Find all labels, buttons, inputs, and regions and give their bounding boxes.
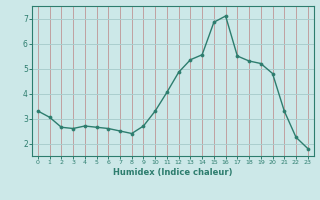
X-axis label: Humidex (Indice chaleur): Humidex (Indice chaleur) (113, 168, 233, 177)
